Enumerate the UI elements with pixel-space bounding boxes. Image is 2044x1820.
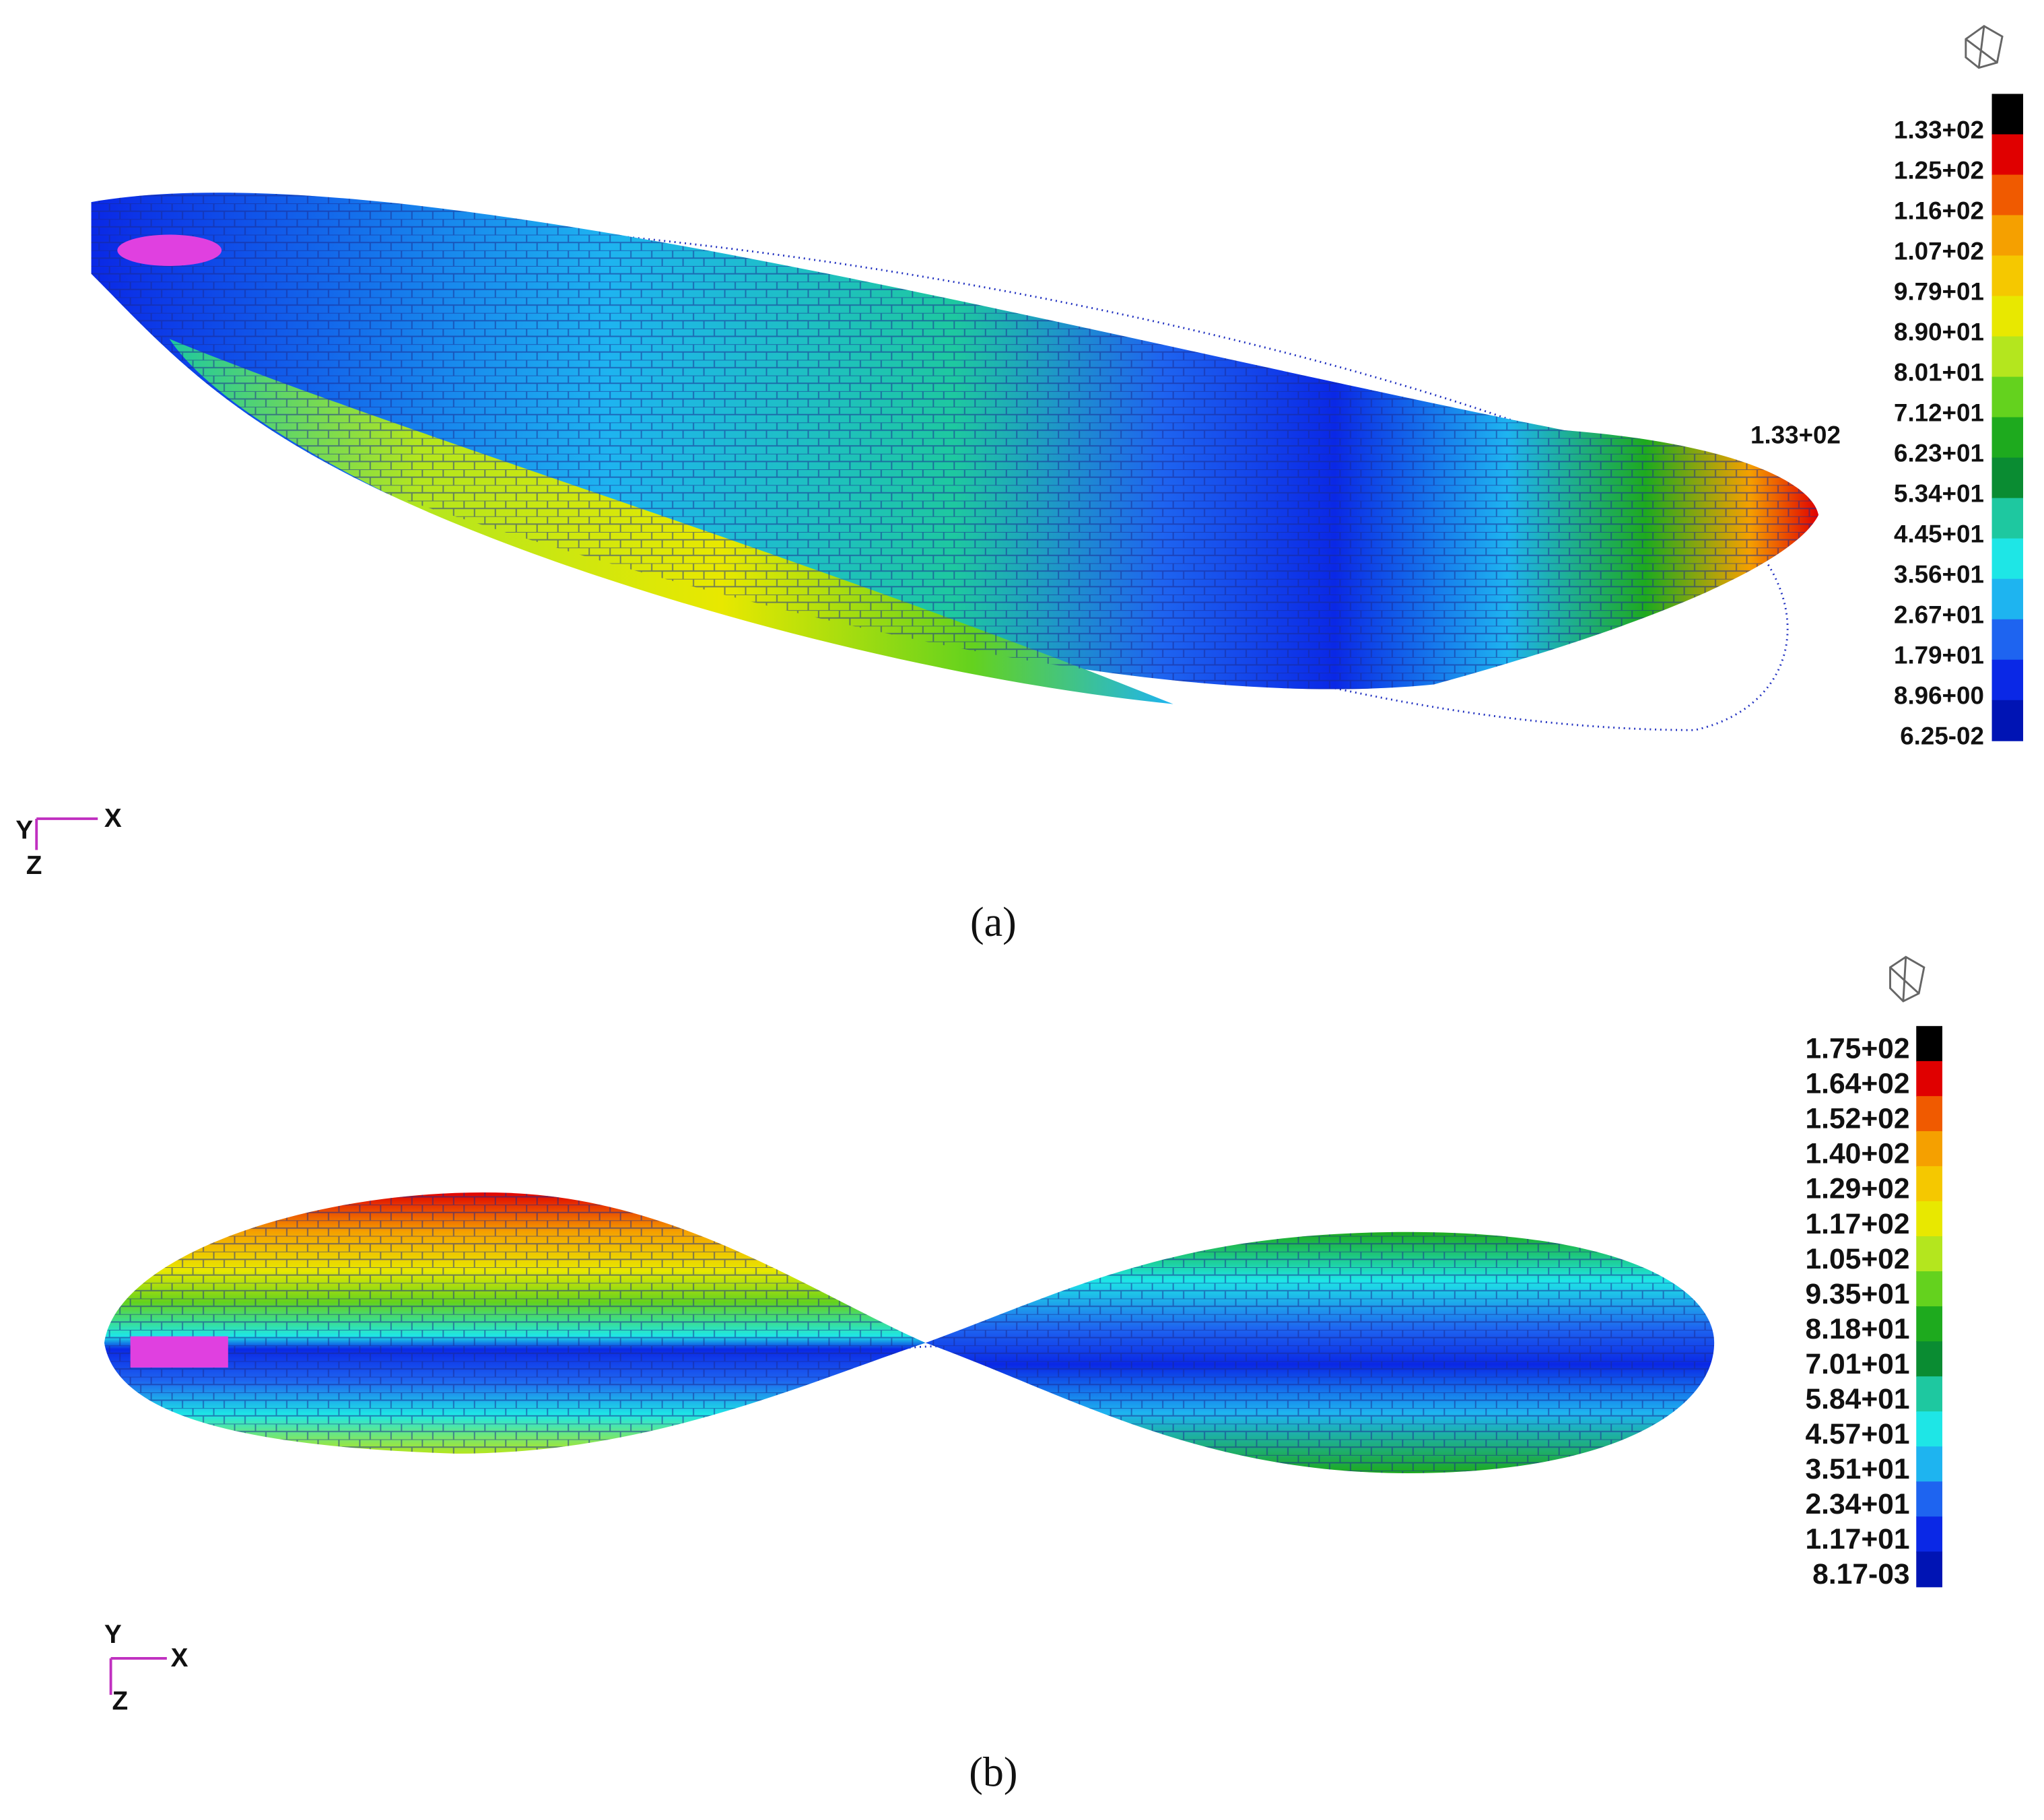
colorbar-segment	[1991, 538, 2024, 580]
colorbar-label: 1.79+01	[1894, 642, 1984, 669]
colorbar-segment	[1991, 417, 2024, 459]
colorbar-label: 1.05+02	[1805, 1243, 1909, 1275]
colorbar-segment	[1916, 1131, 1942, 1167]
colorbar-label: 5.34+01	[1894, 479, 1984, 507]
colorbar-label: 1.29+02	[1805, 1173, 1909, 1205]
axis-label-x: X	[171, 1644, 189, 1673]
colorbar-segment	[1991, 296, 2024, 337]
colorbar-segment	[1991, 659, 2024, 701]
colorbar-segment	[1916, 1446, 1942, 1483]
colorbar-label: 3.51+01	[1805, 1453, 1909, 1485]
colorbar-segment	[1916, 1306, 1942, 1343]
caption: (a)	[970, 900, 1017, 945]
max-annotation: 1.33+02	[1750, 421, 1841, 448]
view-icon	[1889, 955, 1926, 1003]
colorbar-segment	[1991, 498, 2024, 539]
colorbar-label: 1.25+02	[1894, 156, 1984, 184]
axis-label-y: Y	[15, 816, 33, 845]
colorbar-segment	[1991, 134, 2024, 176]
root-constraint	[130, 1336, 228, 1368]
colorbar-label: 1.17+01	[1805, 1523, 1909, 1555]
colorbar-label: 1.17+02	[1805, 1208, 1909, 1240]
colorbar-segment	[1916, 1551, 1942, 1588]
colorbar-segment	[1991, 215, 2024, 257]
colorbar-segment	[1916, 1166, 1942, 1202]
colorbar-label: 8.96+00	[1894, 682, 1984, 710]
colorbar-label: 1.64+02	[1805, 1068, 1909, 1100]
colorbar-label: 2.67+01	[1894, 601, 1984, 629]
axis-label-y: Y	[104, 1620, 122, 1649]
wing-mesh	[104, 1192, 1715, 1473]
colorbar-label: 7.01+01	[1805, 1348, 1909, 1380]
colorbar-segment	[1916, 1271, 1942, 1308]
colorbar-label: 3.56+01	[1894, 561, 1984, 588]
colorbar-segment	[1916, 1060, 1942, 1097]
colorbar-segment	[1991, 578, 2024, 620]
colorbar-label: 8.01+01	[1894, 358, 1984, 386]
axis-label-z: Z	[112, 1687, 129, 1716]
colorbar-segment	[1916, 1236, 1942, 1273]
colorbar-segment	[1916, 1341, 1942, 1378]
colorbar-segment	[1916, 1411, 1942, 1448]
colorbar-segment	[1991, 94, 2024, 135]
axis-triad	[109, 1656, 167, 1695]
colorbar-label: 8.18+01	[1805, 1313, 1909, 1345]
caption: (b)	[969, 1750, 1017, 1796]
colorbar-label: 2.34+01	[1805, 1488, 1909, 1520]
axis-label-x: X	[104, 804, 122, 833]
colorbar-segment	[1991, 174, 2024, 216]
colorbar-label: 6.23+01	[1894, 439, 1984, 467]
colorbar-segment	[1991, 457, 2024, 499]
colorbar-label: 8.17-03	[1812, 1558, 1909, 1590]
wing-mesh	[91, 193, 1819, 689]
colorbar-segment	[1916, 1096, 1942, 1132]
view-icon	[1965, 25, 2004, 69]
colorbar-label: 1.52+02	[1805, 1103, 1909, 1135]
axis-triad	[35, 817, 98, 850]
colorbar-label: 4.57+01	[1805, 1418, 1909, 1450]
colorbar-segment	[1916, 1516, 1942, 1553]
colorbar-label: 6.25-02	[1900, 722, 1984, 750]
colorbar-label: 8.90+01	[1894, 318, 1984, 345]
colorbar-label: 9.35+01	[1805, 1278, 1909, 1310]
colorbar-label: 9.79+01	[1894, 277, 1984, 305]
colorbar-segment	[1991, 700, 2024, 741]
colorbar-segment	[1916, 1025, 1942, 1062]
colorbar-label: 7.12+01	[1894, 399, 1984, 426]
colorbar-label: 1.40+02	[1805, 1138, 1909, 1170]
colorbar-segment	[1991, 619, 2024, 661]
colorbar-label: 4.45+01	[1894, 520, 1984, 548]
colorbar-segment	[1916, 1376, 1942, 1413]
root-constraint	[117, 234, 222, 267]
colorbar-label: 1.75+02	[1805, 1033, 1909, 1065]
axis-label-z: Z	[26, 851, 42, 880]
colorbar-segment	[1991, 376, 2024, 418]
colorbar-label: 5.84+01	[1805, 1383, 1909, 1415]
colorbar-label: 1.16+02	[1894, 197, 1984, 224]
colorbar-segment	[1916, 1481, 1942, 1518]
colorbar-segment	[1991, 336, 2024, 378]
colorbar-label: 1.33+02	[1894, 116, 1984, 143]
colorbar-segment	[1916, 1201, 1942, 1238]
colorbar-segment	[1991, 255, 2024, 297]
colorbar-label: 1.07+02	[1894, 237, 1984, 265]
